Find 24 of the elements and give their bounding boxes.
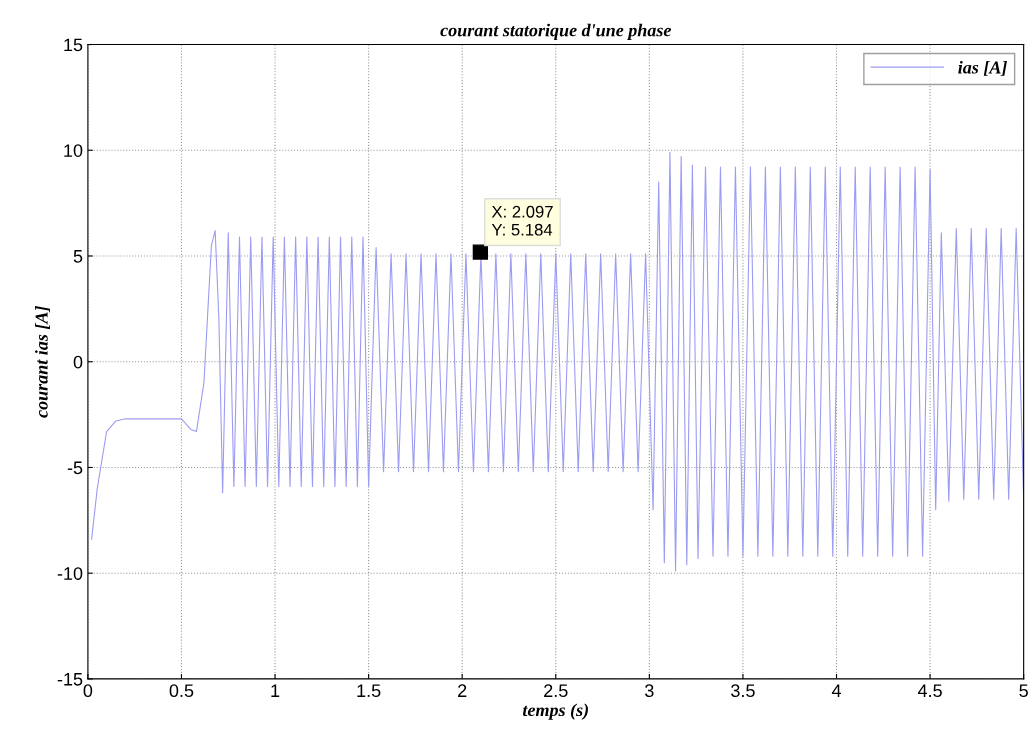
x-axis-title: temps (s) [522, 703, 588, 720]
line-series [91, 151, 1024, 572]
y-tick-label: 15 [64, 38, 83, 52]
y-tick-label: -15 [57, 673, 83, 686]
x-tick-label: 4 [831, 684, 841, 697]
x-tick-label: 1 [271, 684, 280, 697]
y-axis-title: courant ias [A] [35, 306, 50, 418]
y-tick-label: 5 [73, 250, 83, 263]
x-tick-label: 2 [458, 684, 467, 697]
y-tick-label: 10 [64, 144, 83, 157]
x-tick-label: 0.5 [169, 684, 194, 698]
y-tick-label: -10 [57, 567, 83, 580]
x-tick-label: 2.5 [544, 684, 568, 698]
x-tick-label: 5 [1019, 684, 1028, 698]
x-tick-label: 0 [83, 684, 93, 698]
legend-label: ias [A] [958, 60, 1007, 76]
y-tick-label: -5 [67, 461, 83, 475]
x-tick-label: 3 [645, 684, 654, 698]
annotation: X: 2.097 Y: 5.184 [491, 205, 553, 236]
x-tick-label: 3.5 [731, 684, 755, 698]
chart-title: courant statorique d'une phase [440, 23, 672, 41]
y-tick-label: 0 [73, 355, 83, 369]
x-tick-label: 1.5 [357, 684, 381, 698]
x-tick-label: 4.5 [917, 684, 942, 698]
